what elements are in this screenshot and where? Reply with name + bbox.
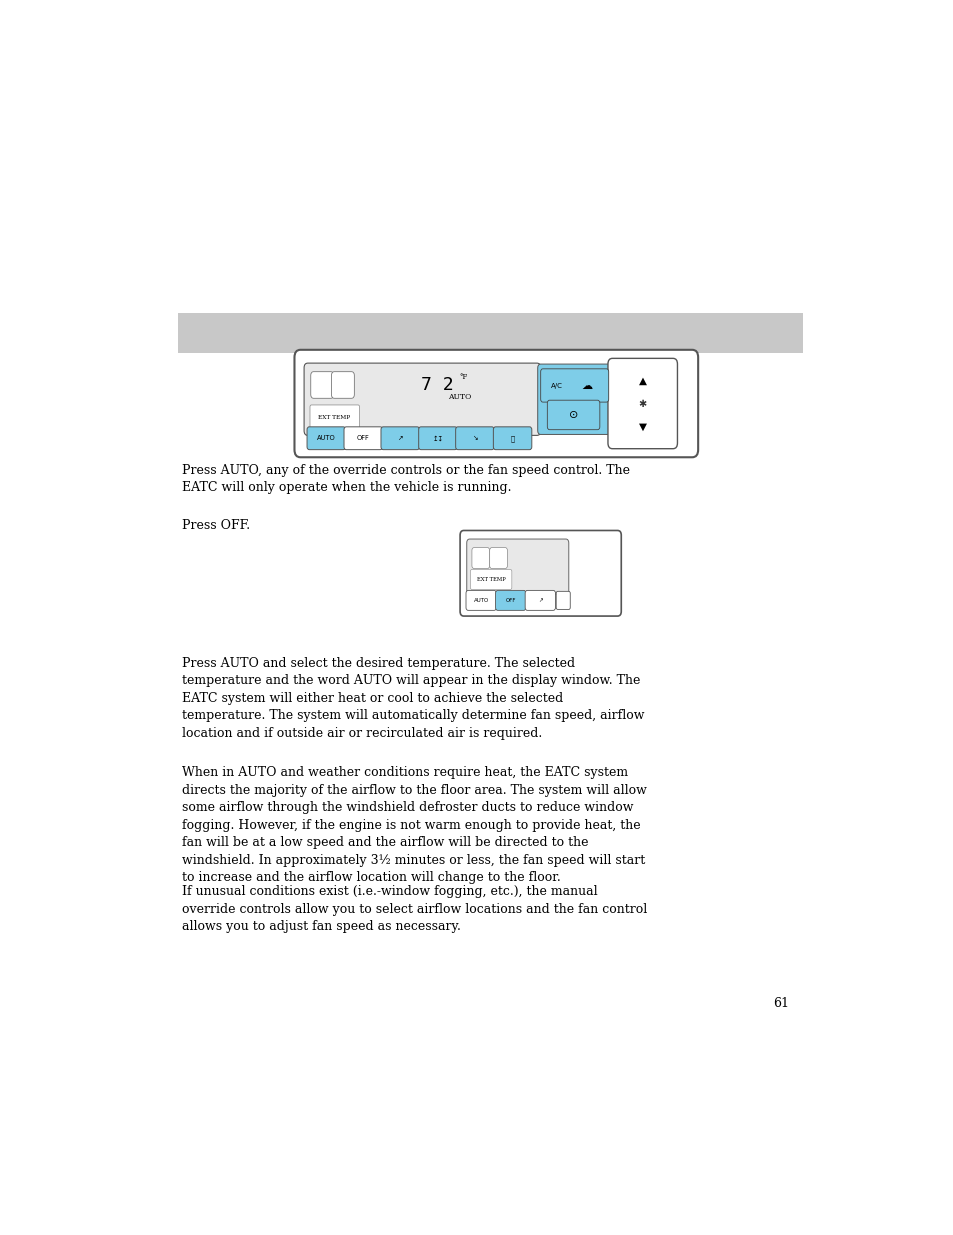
FancyBboxPatch shape	[466, 538, 568, 594]
FancyBboxPatch shape	[307, 427, 345, 450]
Text: ▲: ▲	[639, 375, 646, 385]
FancyBboxPatch shape	[547, 400, 599, 430]
Text: AUTO: AUTO	[473, 598, 488, 603]
Text: Press OFF.: Press OFF.	[182, 519, 250, 532]
Text: AUTO: AUTO	[316, 435, 335, 441]
FancyBboxPatch shape	[310, 405, 359, 430]
Text: EXT TEMP: EXT TEMP	[476, 578, 505, 583]
FancyBboxPatch shape	[493, 427, 531, 450]
FancyBboxPatch shape	[294, 350, 698, 457]
FancyBboxPatch shape	[418, 427, 456, 450]
Text: AUTO: AUTO	[447, 394, 471, 401]
FancyBboxPatch shape	[470, 569, 512, 589]
FancyBboxPatch shape	[380, 427, 419, 450]
Text: ↘: ↘	[472, 435, 477, 441]
FancyBboxPatch shape	[556, 592, 570, 609]
Text: ↥↧: ↥↧	[432, 435, 443, 441]
FancyBboxPatch shape	[311, 372, 334, 399]
Text: EXT TEMP: EXT TEMP	[318, 415, 350, 420]
FancyBboxPatch shape	[472, 547, 489, 568]
FancyBboxPatch shape	[459, 531, 620, 616]
FancyBboxPatch shape	[456, 427, 494, 450]
FancyBboxPatch shape	[489, 547, 507, 568]
FancyBboxPatch shape	[540, 369, 608, 403]
Text: When in AUTO and weather conditions require heat, the EATC system
directs the ma: When in AUTO and weather conditions requ…	[182, 766, 646, 884]
FancyBboxPatch shape	[344, 427, 382, 450]
Bar	[178, 312, 802, 353]
Text: ↗: ↗	[397, 435, 402, 441]
FancyBboxPatch shape	[607, 358, 677, 448]
FancyBboxPatch shape	[524, 590, 555, 610]
FancyBboxPatch shape	[331, 372, 354, 399]
Text: ⊙: ⊙	[568, 410, 578, 420]
FancyBboxPatch shape	[304, 363, 540, 436]
Text: OFF: OFF	[356, 435, 369, 441]
FancyBboxPatch shape	[495, 590, 525, 610]
Text: If unusual conditions exist (i.e.-window fogging, etc.), the manual
override con: If unusual conditions exist (i.e.-window…	[182, 885, 647, 934]
FancyBboxPatch shape	[537, 364, 611, 435]
Text: OFF: OFF	[505, 598, 516, 603]
FancyBboxPatch shape	[465, 590, 496, 610]
Text: 7 2: 7 2	[420, 375, 453, 394]
Text: ⧉: ⧉	[510, 435, 514, 442]
Text: Press AUTO, any of the override controls or the fan speed control. The
EATC will: Press AUTO, any of the override controls…	[182, 464, 629, 494]
Text: Press AUTO and select the desired temperature. The selected
temperature and the : Press AUTO and select the desired temper…	[182, 657, 644, 740]
Text: 61: 61	[773, 998, 789, 1010]
Text: ▼: ▼	[639, 422, 646, 432]
Text: °F: °F	[459, 373, 467, 382]
Text: A/C: A/C	[551, 383, 562, 389]
Text: ↗: ↗	[537, 598, 542, 603]
Text: ☁: ☁	[581, 380, 592, 391]
Text: ✱: ✱	[638, 399, 646, 409]
